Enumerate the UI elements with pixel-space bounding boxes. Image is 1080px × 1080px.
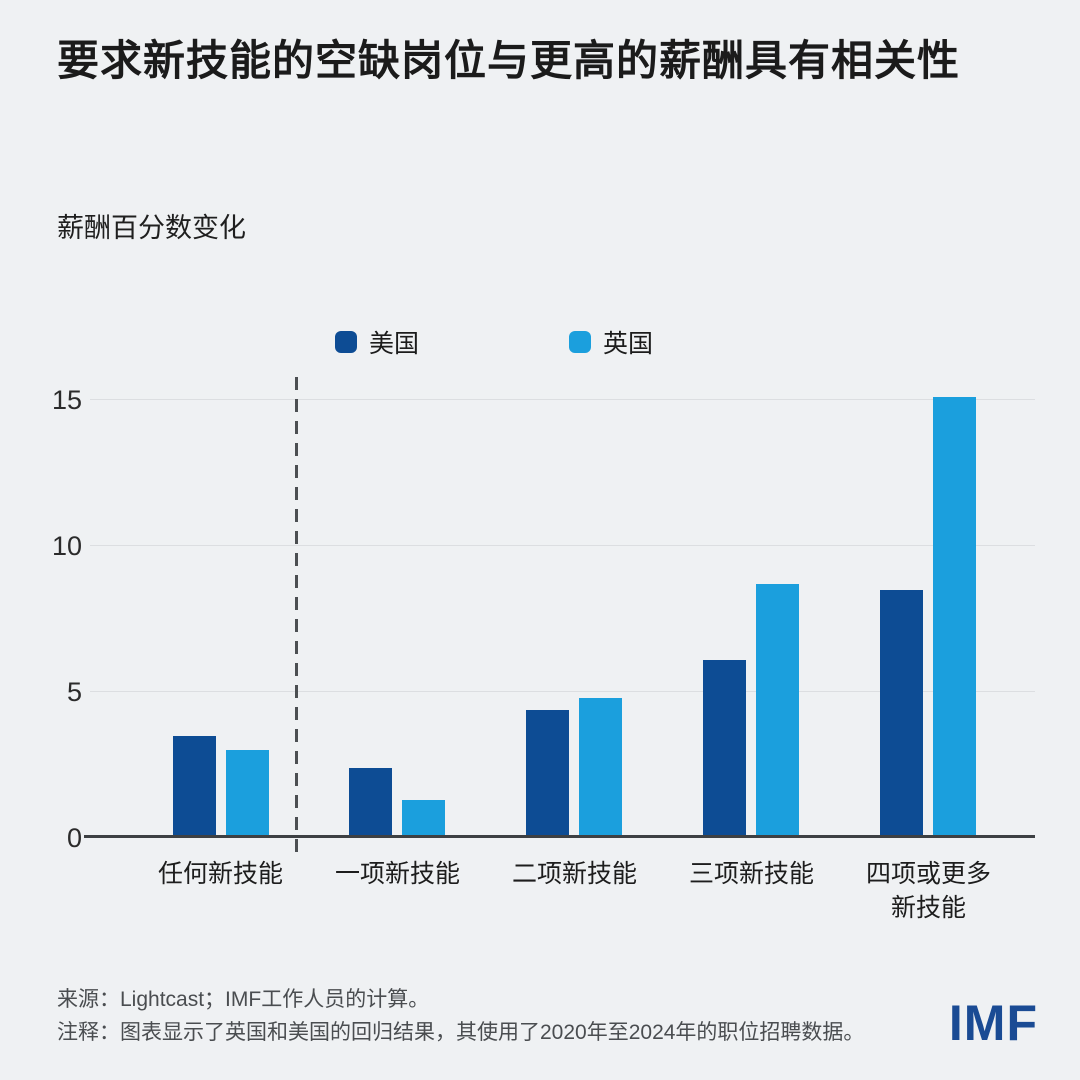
bar-us-5: [880, 589, 924, 838]
bar-us-4: [703, 659, 747, 838]
y-tick-label-15: 15: [51, 385, 82, 415]
category-label-4: 三项新技能: [688, 860, 814, 888]
y-axis-unit-label: 薪酬百分数变化: [57, 213, 246, 243]
bar-group-3: 二项新技能: [512, 375, 637, 913]
bar-groups: 任何新技能 一项新技能 二项新技能 三项新技能 四项或更多 新技能: [90, 375, 1035, 922]
bars-row: [526, 697, 623, 838]
bar-group-5: 四项或更多 新技能: [865, 375, 991, 922]
legend-swatch-icon: [569, 331, 592, 353]
bar-us-1: [172, 735, 216, 838]
y-tick-label-0: 0: [66, 823, 82, 853]
dashed-separator-line: [295, 377, 298, 859]
category-label-2: 一项新技能: [334, 860, 460, 888]
gridline-10: [90, 545, 1035, 546]
category-label-1: 任何新技能: [158, 860, 284, 888]
imf-logo: IMF: [948, 995, 1038, 1051]
gridline-5: [90, 691, 1035, 692]
legend-swatch-icon: [335, 331, 357, 353]
bars-row: [880, 397, 977, 838]
legend: 美国 英国: [335, 324, 653, 360]
bar-uk-4: [756, 584, 800, 838]
bar-uk-1: [225, 750, 269, 838]
bars-row: [172, 735, 269, 838]
bar-us-2: [349, 767, 393, 838]
y-tick-label-10: 10: [51, 531, 82, 561]
chart-section: 0 5 10 15 任何新技能 一项新技能 二项新技能 三项新技能 四项或更多 新技能: [0, 375, 1080, 922]
source-text: 来源：Lightcast；IMF工作人员的计算。: [57, 988, 430, 1011]
legend-item-uk: 英国: [569, 324, 653, 360]
footer-notes: 来源：Lightcast；IMF工作人员的计算。 注释：图表显示了英国和美国的回…: [57, 984, 900, 1049]
bar-uk-3: [579, 697, 623, 838]
bar-group-2: 一项新技能: [335, 375, 460, 913]
category-label-3: 二项新技能: [511, 860, 637, 888]
bars-row: [349, 767, 446, 838]
bars-row: [703, 584, 800, 838]
bar-group-4: 三项新技能: [689, 375, 814, 913]
plot-area: 任何新技能 一项新技能 二项新技能 三项新技能 四项或更多 新技能: [84, 375, 1035, 922]
bar-group-1: 任何新技能: [158, 375, 283, 913]
note-text: 注释：图表显示了英国和美国的回归结果，其使用了2020年至2024年的职位招聘数…: [57, 1020, 865, 1044]
bar-uk-5: [933, 397, 977, 838]
x-axis-baseline: [84, 835, 1035, 838]
bar-us-3: [526, 709, 570, 838]
page-title: 要求新技能的空缺岗位与更高的薪酬具有相关性: [57, 37, 961, 84]
gridline-15: [90, 399, 1035, 400]
category-label-5: 四项或更多 新技能: [865, 860, 991, 922]
legend-label: 英国: [603, 330, 654, 358]
y-tick-label-5: 5: [66, 677, 82, 707]
bar-uk-2: [402, 800, 446, 838]
legend-item-us: 美国: [335, 324, 419, 360]
legend-label: 美国: [369, 330, 420, 358]
